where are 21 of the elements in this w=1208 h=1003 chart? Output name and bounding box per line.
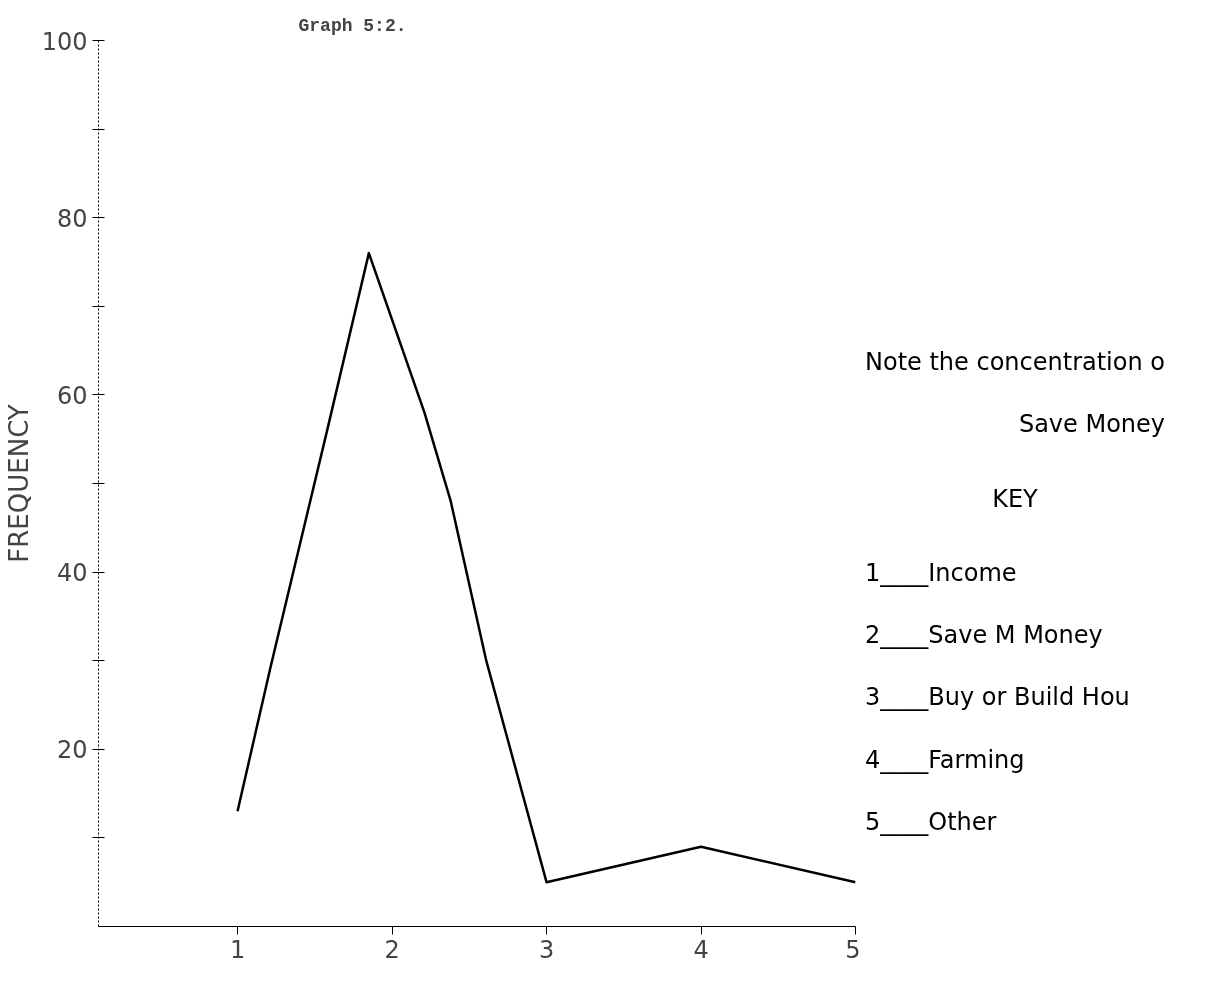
- y-tick-label: 100: [41, 27, 88, 56]
- x-tick-label: 3: [538, 935, 555, 964]
- line-series: [236, 251, 856, 884]
- text: 4____Farming: [865, 744, 1026, 776]
- text: Note the concentration o: [865, 347, 1165, 378]
- x-tick-label: 1: [229, 935, 246, 964]
- y-tick-label: 80: [56, 204, 88, 233]
- chart-title: Graph 5:2.: [298, 15, 407, 36]
- text: 1____Income: [865, 557, 1018, 589]
- x-tick-label: 2: [384, 935, 400, 964]
- text: Save Money: [1017, 409, 1165, 441]
- y-tick-label: 60: [56, 381, 88, 410]
- text: 3____Buy or Build Hou: [865, 682, 1131, 714]
- text: KEY: [991, 483, 1039, 515]
- x-tick-label: 5: [845, 935, 861, 964]
- x-tick-label: 4: [693, 935, 709, 964]
- text: 5____Other: [865, 806, 998, 838]
- y-axis-title: FREQUENCY: [3, 404, 34, 563]
- y-tick-label: 40: [56, 559, 88, 588]
- text: 2____Save M Money: [865, 620, 1104, 652]
- y-tick-label: 20: [56, 736, 88, 765]
